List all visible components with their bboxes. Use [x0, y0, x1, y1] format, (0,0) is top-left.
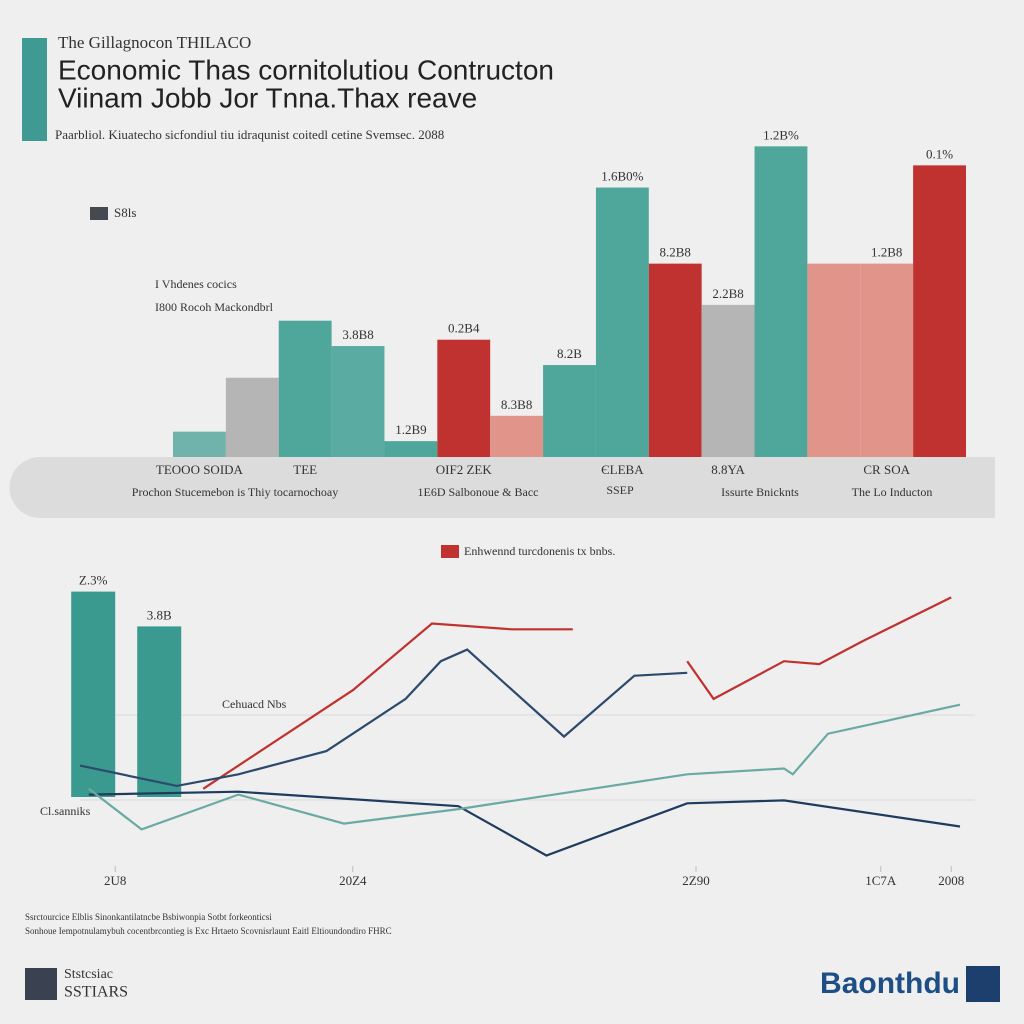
bar-note: 0.1% — [926, 146, 953, 161]
x-tick-label: 2U8 — [104, 873, 126, 888]
legend-label: S8ls — [114, 205, 136, 220]
legend-label: Enhwennd turcdonenis tx bnbs. — [464, 544, 615, 558]
bar-note: 8.2B — [557, 346, 582, 361]
bar — [860, 263, 914, 457]
bar-note: Z.3% — [79, 573, 108, 588]
bar — [384, 441, 438, 457]
x-tick-label: CR SOA — [863, 462, 910, 477]
bar-note: 3.8B8 — [342, 327, 373, 342]
bar — [137, 626, 182, 797]
bar — [807, 263, 861, 457]
x-tick-label: 2008 — [938, 873, 964, 888]
line — [88, 703, 961, 831]
kicker: The Gillagnocon THILACO — [58, 33, 251, 52]
org-name: SSTIARS — [64, 984, 128, 1001]
x-tick-label: 2Z90 — [682, 873, 709, 888]
annotation: Prochon Stucemebon is Thiy tocarnochoay — [132, 485, 338, 499]
x-tick-label: 8.8YA — [711, 462, 745, 477]
bar — [173, 431, 226, 457]
legend-swatch — [441, 545, 459, 558]
annotation: Cl.sanniks — [40, 804, 91, 818]
bar — [225, 377, 279, 457]
line — [88, 790, 961, 857]
annotation: I800 Rocoh Mackondbrl — [155, 300, 274, 314]
bar — [543, 365, 596, 457]
org-name: Ststcsiac — [64, 967, 113, 982]
line — [79, 648, 688, 788]
bar-note: 8.2B8 — [660, 245, 691, 260]
bar-note: 1.6B0% — [601, 169, 643, 184]
bar-note: 2.2B8 — [712, 286, 743, 301]
brand: Baonthdu — [820, 967, 960, 1000]
line — [202, 596, 952, 790]
x-tick-label: ЄLEBA — [601, 462, 644, 477]
title-line: Economic Thas cornitolutiou Contructon — [58, 54, 554, 85]
bar — [701, 304, 755, 457]
accent-bar — [22, 38, 47, 141]
title-line: Viinam Jobb Jor Tnna.Thax reave — [58, 82, 477, 113]
subtitle: Paarbliol. Kiuatecho sicfondiul tiu idra… — [55, 127, 444, 142]
bar — [437, 339, 491, 457]
bar-note: 8.3B8 — [501, 397, 532, 412]
bar — [648, 263, 702, 457]
bar-note: 1.2B% — [763, 127, 799, 142]
bar-note: 0.2B4 — [448, 321, 480, 336]
annotation: Issurte Bnicknts — [721, 485, 799, 499]
legend-swatch — [90, 207, 108, 220]
bar — [754, 146, 808, 457]
annotation: The Lo Inducton — [852, 485, 933, 499]
x-tick-label: OIF2 ZEK — [436, 462, 493, 477]
bar — [913, 165, 966, 458]
footnote: Sonhoue Iempotnulamybuh cocentbrcontieg … — [25, 926, 392, 936]
annotation: 1E6D Salbonoue & Bacc — [418, 485, 539, 499]
label-band — [9, 457, 995, 518]
bar — [595, 187, 649, 458]
x-tick-label: 20Z4 — [339, 873, 367, 888]
x-tick-label: TEOOO SOIDA — [156, 462, 244, 477]
bar-note: 3.8B — [147, 607, 172, 622]
bar-note: 1.2B8 — [871, 245, 902, 260]
brand-logo — [966, 966, 1000, 1002]
footnote: Ssrctourcice Elblis Sinonkantilatncbe Bs… — [25, 912, 272, 922]
bar — [71, 591, 116, 797]
bar — [278, 320, 332, 457]
annotation: I Vhdenes cocics — [155, 277, 237, 291]
bar — [490, 415, 544, 457]
x-tick-label: 1C7A — [865, 873, 897, 888]
x-tick-label: TEE — [293, 462, 317, 477]
bar-note: 1.2B9 — [395, 422, 426, 437]
org-logo — [25, 968, 57, 1000]
annotation: SSEP — [606, 483, 634, 497]
annotation: Cehuacd Nbs — [222, 697, 287, 711]
bar — [331, 346, 385, 457]
